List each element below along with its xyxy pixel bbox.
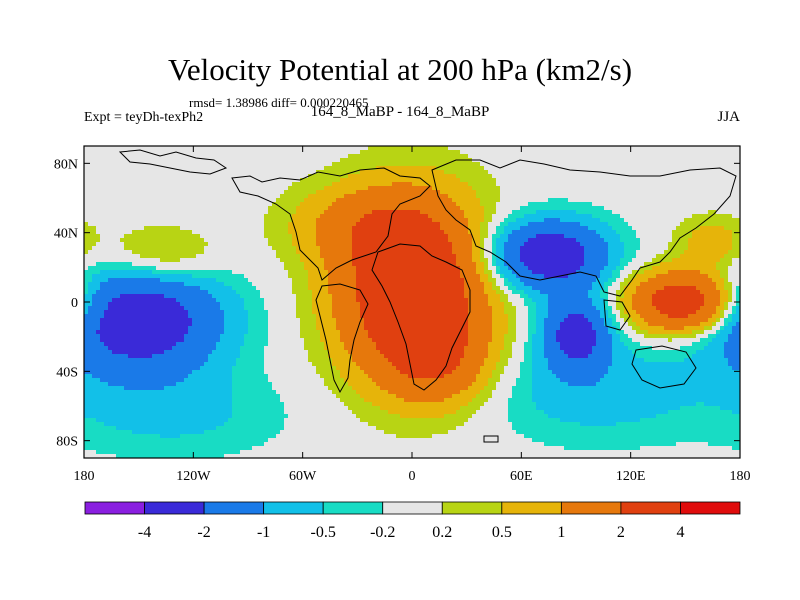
x-tick-label: 120E	[616, 469, 646, 484]
stats-text: rmsd= 1.38986 diff= 0.000220465	[189, 95, 369, 110]
y-axis: 80N 40N 0 40S 80S	[54, 157, 740, 450]
colorbar-label: 2	[617, 524, 625, 541]
colorbar-label: -4	[138, 524, 151, 541]
colorbar-swatch	[382, 501, 443, 515]
colorbar-swatch	[620, 501, 681, 515]
contour-field	[84, 146, 740, 458]
colorbar-swatch	[84, 501, 145, 515]
y-tick-label: 40N	[54, 227, 78, 242]
x-axis: 180 120W 60W 0 60E 120E 180	[74, 146, 751, 484]
colorbar-label: -0.2	[370, 524, 395, 541]
comparison-label: 164_8_MaBP - 164_8_MaBP	[310, 104, 490, 120]
colorbar-swatch	[203, 501, 265, 515]
x-tick-label: 60W	[289, 469, 317, 484]
colorbar-swatch	[501, 501, 562, 515]
chart-title: Velocity Potential at 200 hPa (km2/s)	[167, 52, 633, 87]
x-tick-label: 180	[730, 469, 751, 484]
x-tick-label: 60E	[510, 469, 533, 484]
colorbar: -4 -2 -1 -0.5 -0.2 0.2 0.5 1 2 4	[84, 501, 741, 541]
colorbar-label: 4	[676, 524, 684, 541]
colorbar-label: 1	[557, 524, 565, 541]
colorbar-label: 0.5	[492, 524, 512, 541]
season-label: JJA	[717, 109, 740, 125]
colorbar-swatch	[322, 501, 384, 515]
colorbar-swatch	[680, 501, 741, 515]
y-tick-label: 80S	[56, 435, 78, 450]
colorbar-label: -1	[257, 524, 270, 541]
x-tick-label: 0	[409, 469, 416, 484]
x-tick-label: 120W	[176, 469, 211, 484]
colorbar-label: 0.2	[432, 524, 452, 541]
colorbar-swatch	[560, 501, 622, 515]
colorbar-swatch	[144, 501, 205, 515]
colorbar-label: -0.5	[311, 524, 336, 541]
colorbar-swatch	[441, 501, 503, 515]
experiment-label: Expt = teyDh-texPh2	[84, 110, 204, 125]
y-tick-label: 40S	[56, 365, 78, 380]
colorbar-swatch	[263, 501, 324, 515]
x-tick-label: 180	[74, 469, 95, 484]
colorbar-label: -2	[197, 524, 210, 541]
coastlines	[118, 149, 737, 443]
y-tick-label: 0	[71, 296, 78, 311]
y-tick-label: 80N	[54, 157, 78, 172]
